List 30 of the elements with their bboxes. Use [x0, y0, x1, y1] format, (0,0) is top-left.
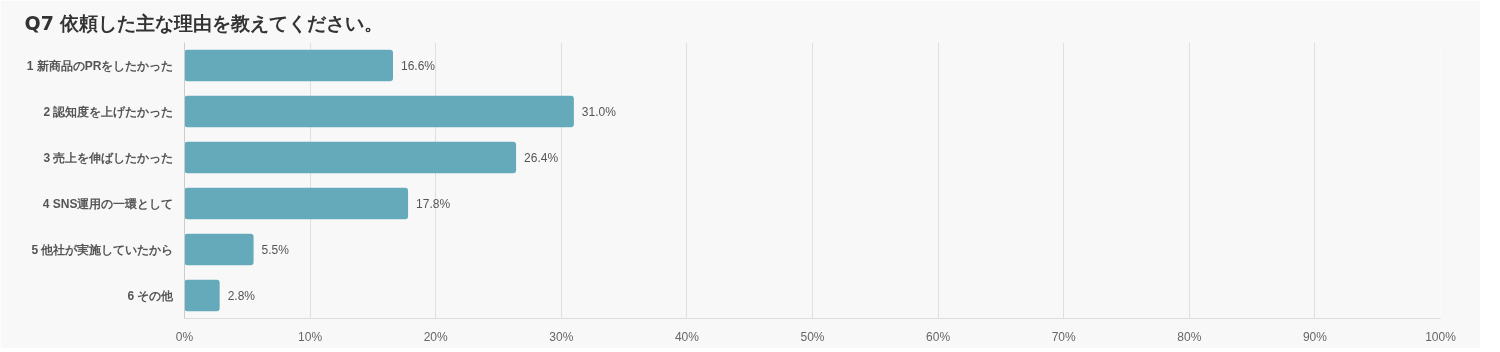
y-tick-label: 3 売上を伸ばしたかった: [43, 150, 174, 165]
x-tick-label: 70%: [1051, 329, 1077, 344]
data-label: 5.5%: [261, 242, 290, 257]
data-label: 16.6%: [401, 58, 436, 73]
bar: [184, 233, 254, 266]
y-tick-label: 2 認知度を上げたかった: [43, 104, 174, 119]
x-tick-label: 20%: [423, 329, 449, 344]
x-tick-label: 80%: [1177, 329, 1202, 344]
x-tick-label: 60%: [926, 329, 951, 344]
x-tick-label: 10%: [298, 329, 323, 344]
chart-title: Q7 依頼した主な理由を教えてください。: [24, 11, 384, 34]
data-label: 2.8%: [227, 288, 256, 303]
bar: [184, 95, 574, 128]
y-tick-label: 1 新商品のPRをしたかった: [26, 58, 174, 73]
data-label: 31.0%: [581, 104, 617, 119]
bar: [184, 141, 517, 174]
bar: [184, 49, 393, 82]
x-tick-label: 40%: [674, 329, 700, 344]
data-label: 26.4%: [524, 150, 559, 165]
x-tick-label: 30%: [549, 329, 574, 344]
bar: [184, 279, 220, 312]
y-tick-label: 4 SNS運用の一環として: [42, 196, 174, 211]
x-tick-label: 90%: [1302, 329, 1328, 344]
x-tick-label: 50%: [800, 329, 825, 344]
x-tick-label: 100%: [1425, 329, 1457, 344]
data-label: 17.8%: [416, 196, 451, 211]
x-tick-label: 0%: [175, 329, 194, 344]
bar: [184, 187, 409, 220]
y-tick-label: 5 他社が実施していたから: [31, 242, 174, 257]
y-tick-label: 6 その他: [127, 288, 175, 303]
